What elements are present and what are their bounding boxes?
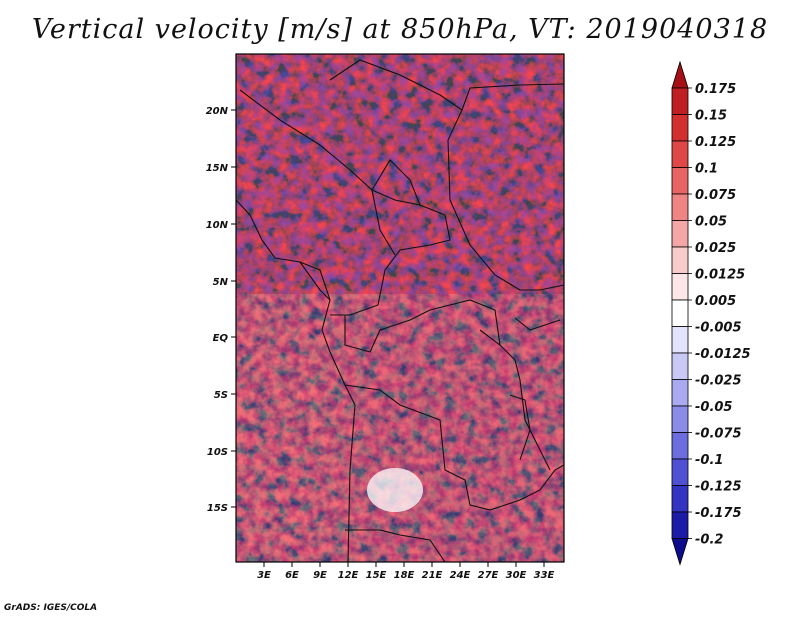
colorbar-swatch [671,60,689,89]
lon-tick-label: 18E [394,570,415,581]
colorbar-label: 0.15 [695,109,727,124]
lon-tick-label: 6E [285,570,299,581]
lat-tick-label: EQ [213,333,229,344]
colorbar-label: 0.05 [695,215,727,230]
lon-axis: 3E 6E 9E 12E 15E 18E 21E 24E 27E 30E 33E [257,562,555,581]
colorbar-swatch [671,140,689,168]
lat-tick-label: 5S [214,390,228,401]
colorbar-swatch [671,167,689,195]
colorbar: 0.175 0.15 0.125 0.1 0.075 0.05 0.025 0.0125 0.0… [671,60,751,566]
map-frame [235,53,565,563]
colorbar-label: 0.175 [695,82,736,97]
colorbar-swatch [671,352,689,380]
colorbar-swatch [671,485,689,513]
colorbar-label: -0.05 [695,400,732,415]
country-borders [236,59,564,562]
colorbar-swatch [671,538,689,566]
lat-tick-label: 20N [206,106,229,117]
colorbar-label: -0.2 [695,533,723,548]
colorbar-swatch [671,299,689,327]
colorbar-label: -0.125 [695,480,742,495]
colorbar-label: -0.1 [695,453,723,468]
lon-tick-label: 21E [422,570,443,581]
colorbar-swatch [671,273,689,301]
lon-tick-label: 9E [313,570,327,581]
colorbar-label: -0.0125 [695,347,751,362]
colorbar-swatch [671,511,689,539]
lat-tick-label: 10S [207,447,228,458]
lat-axis: 20N 15N 10N 5N EQ 5S 10S 15S [206,106,236,514]
lon-tick-label: 33E [534,570,555,581]
colorbar-label: -0.025 [695,374,742,389]
lat-tick-label: 5N [213,277,229,288]
colorbar-swatch [671,193,689,221]
colorbar-swatch [671,114,689,142]
colorbar-label: 0.025 [695,241,736,256]
credit-label: GrADS: IGES/COLA [4,603,98,613]
colorbar-swatch [671,458,689,486]
colorbar-label: -0.075 [695,427,742,442]
colorbar-swatch [671,405,689,433]
chart-title: Vertical velocity [m/s] at 850hPa, VT: 2… [31,14,769,45]
velocity-field [236,54,564,562]
lon-tick-label: 15E [366,570,387,581]
colorbar-swatch [671,246,689,274]
colorbar-swatch [671,87,689,115]
lon-tick-label: 27E [478,570,499,581]
colorbar-label: 0.1 [695,162,718,177]
lat-tick-label: 15S [207,503,228,514]
lon-tick-label: 30E [506,570,527,581]
colorbar-label: -0.175 [695,506,742,521]
colorbar-label: 0.075 [695,188,736,203]
lat-tick-label: 15N [206,163,229,174]
lon-tick-label: 3E [257,570,271,581]
colorbar-label: 0.005 [695,294,736,309]
lat-tick-label: 10N [206,220,229,231]
colorbar-swatch [671,220,689,248]
lon-tick-label: 12E [338,570,359,581]
colorbar-swatch [671,326,689,354]
colorbar-label: 0.0125 [695,268,745,283]
colorbar-swatch [671,379,689,407]
colorbar-label: 0.125 [695,135,736,150]
colorbar-label: -0.005 [695,321,742,336]
lon-tick-label: 24E [450,570,471,581]
colorbar-swatch [671,432,689,460]
